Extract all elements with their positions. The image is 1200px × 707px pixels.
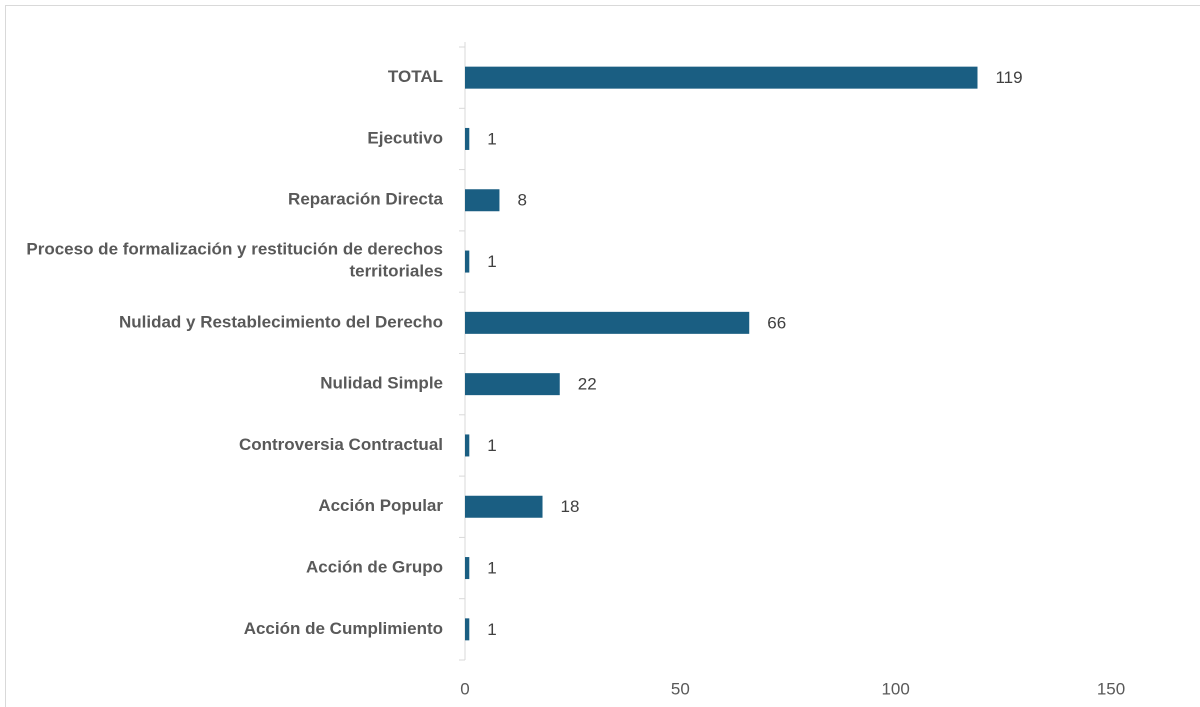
bar xyxy=(465,66,978,89)
data-label: 1 xyxy=(487,620,496,639)
data-label: 1 xyxy=(487,436,496,455)
x-tick-label: 150 xyxy=(1097,679,1125,698)
x-tick-label: 100 xyxy=(881,679,909,698)
bar xyxy=(465,189,500,212)
data-label: 1 xyxy=(487,129,496,148)
data-label: 1 xyxy=(487,252,496,271)
y-tick-label: Controversia Contractual xyxy=(239,435,443,454)
y-tick-label: Acción de Cumplimiento xyxy=(244,619,443,638)
data-label: 22 xyxy=(578,375,597,394)
bar xyxy=(465,250,470,273)
label-line: Proceso de formalización y restitución d… xyxy=(26,240,443,259)
y-tick-label: Acción de Grupo xyxy=(306,558,443,577)
bar xyxy=(465,373,560,396)
bar xyxy=(465,127,470,150)
y-tick-label: Ejecutivo xyxy=(367,128,443,147)
y-tick-label: Acción Popular xyxy=(318,496,443,515)
bar xyxy=(465,557,470,580)
y-tick-label: TOTAL xyxy=(388,67,443,86)
bar xyxy=(465,311,750,334)
data-label: 66 xyxy=(767,313,786,332)
bar xyxy=(465,434,470,457)
x-tick-label: 50 xyxy=(671,679,690,698)
bar xyxy=(465,495,543,518)
data-label: 119 xyxy=(995,68,1022,87)
label-line: territoriales xyxy=(349,262,443,281)
x-tick-label: 0 xyxy=(460,679,469,698)
bar xyxy=(465,618,470,641)
y-tick-label: Nulidad Simple xyxy=(320,374,443,393)
chart-frame xyxy=(5,5,1200,707)
data-label: 8 xyxy=(517,191,526,210)
y-tick-label: Reparación Directa xyxy=(288,190,443,209)
data-label: 1 xyxy=(487,559,496,578)
data-label: 18 xyxy=(561,497,580,516)
y-tick-label: Nulidad y Restablecimiento del Derecho xyxy=(119,312,443,331)
y-tick-label: Proceso de formalización y restitución d… xyxy=(26,240,443,281)
